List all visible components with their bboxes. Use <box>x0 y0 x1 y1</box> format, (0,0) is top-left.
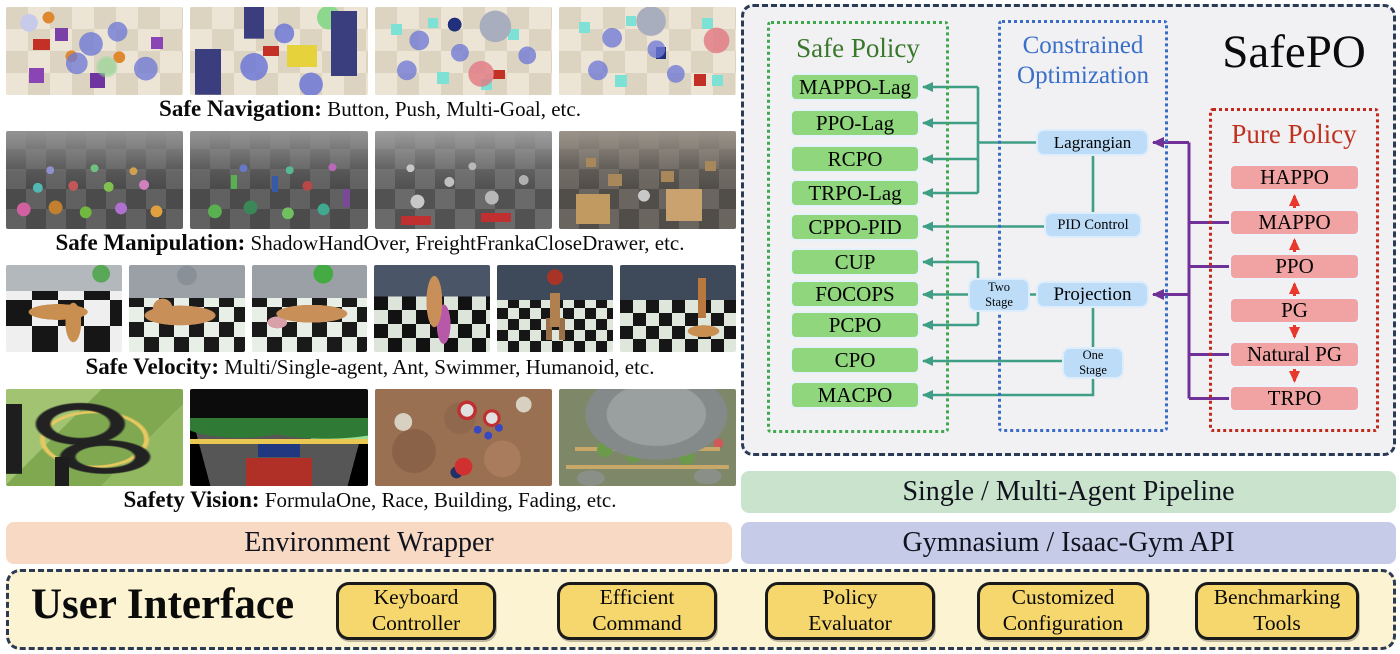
node-one-stage: One Stage <box>1062 347 1124 379</box>
safety-vision-env-image-2 <box>190 389 368 486</box>
safe-navigation-caption-label: Safe Navigation: <box>159 96 322 121</box>
safe-manipulation-image-row <box>6 131 736 229</box>
safe-velocity-image-row <box>6 265 736 352</box>
algo-box-happo: HAPPO <box>1229 164 1360 191</box>
safe-manipulation-env-image-3 <box>374 131 552 229</box>
safe-manipulation-env-image-4 <box>558 131 736 229</box>
algo-box-rcpo: RCPO <box>790 145 920 173</box>
safe-manipulation-env-image-1 <box>6 131 184 229</box>
algo-box-pg: PG <box>1229 297 1360 324</box>
algo-box-ppo: PPO <box>1229 253 1360 280</box>
node-pid-control: PID Control <box>1044 212 1142 238</box>
policy-evaluator-button[interactable]: Policy Evaluator <box>765 582 935 640</box>
safepo-architecture-diagram: Safe Policy Constrained Optimization Pur… <box>741 4 1396 456</box>
pipeline-bar: Single / Multi-Agent Pipeline <box>741 471 1396 513</box>
user-interface-panel: User Interface Keyboard Controller Effic… <box>6 569 1396 650</box>
keyboard-controller-button[interactable]: Keyboard Controller <box>336 582 496 640</box>
safe-velocity-caption: Safe Velocity: Multi/Single-agent, Ant, … <box>0 354 740 380</box>
customized-configuration-button[interactable]: Customized Configuration <box>977 582 1149 640</box>
node-lagrangian: Lagrangian <box>1036 129 1149 156</box>
safe-velocity-env-image-3 <box>251 265 368 352</box>
safe-policy-group-border <box>767 21 949 433</box>
constrained-optimization-title: Constrained Optimization <box>1017 32 1149 89</box>
safe-manipulation-caption: Safe Manipulation: ShadowHandOver, Freig… <box>0 230 740 256</box>
safety-vision-image-row <box>6 389 736 486</box>
safe-navigation-env-image-4 <box>558 7 736 95</box>
algo-box-cpo: CPO <box>790 346 920 374</box>
safe-navigation-env-image-2 <box>190 7 368 95</box>
safe-velocity-env-image-1 <box>6 265 122 352</box>
user-interface-title: User Interface <box>31 581 295 628</box>
node-projection: Projection <box>1036 281 1149 308</box>
safety-vision-caption: Safety Vision: FormulaOne, Race, Buildin… <box>0 487 740 513</box>
safety-vision-caption-label: Safety Vision: <box>123 487 260 512</box>
algo-box-mappo: MAPPO <box>1229 209 1360 236</box>
safe-navigation-caption: Safe Navigation: Button, Push, Multi-Goa… <box>0 96 740 122</box>
algo-box-natural-pg: Natural PG <box>1229 341 1360 368</box>
safepo-title: SafePO <box>1222 26 1366 78</box>
gym-api-bar: Gymnasium / Isaac-Gym API <box>741 522 1396 564</box>
safe-navigation-env-image-1 <box>6 7 184 95</box>
benchmarking-tools-button[interactable]: Benchmarking Tools <box>1195 582 1359 640</box>
algo-box-cppo-pid: CPPO-PID <box>790 213 920 241</box>
algo-box-macpo: MACPO <box>790 381 920 409</box>
algo-box-focops: FOCOPS <box>790 280 920 308</box>
efficient-command-button[interactable]: Efficient Command <box>557 582 717 640</box>
algo-box-trpo-lag: TRPO-Lag <box>790 179 920 207</box>
safe-velocity-env-image-4 <box>374 265 491 352</box>
safe-navigation-caption-desc: Button, Push, Multi-Goal, etc. <box>321 97 581 121</box>
safety-vision-caption-desc: FormulaOne, Race, Building, Fading, etc. <box>259 488 617 512</box>
constrained-optimization-group-border <box>998 20 1168 432</box>
safe-manipulation-caption-desc: ShadowHandOver, FreightFrankaCloseDrawer… <box>245 231 685 255</box>
safe-policy-title: Safe Policy <box>796 33 920 63</box>
safe-velocity-env-image-5 <box>497 265 614 352</box>
pure-policy-title: Pure Policy <box>1231 119 1357 149</box>
algo-box-ppo-lag: PPO-Lag <box>790 109 920 137</box>
safe-manipulation-env-image-2 <box>190 131 368 229</box>
safe-velocity-env-image-6 <box>620 265 736 352</box>
safe-navigation-image-row <box>6 7 736 95</box>
safe-velocity-caption-label: Safe Velocity: <box>85 354 220 379</box>
environment-wrapper-bar: Environment Wrapper <box>6 522 732 564</box>
safe-velocity-env-image-2 <box>128 265 245 352</box>
algo-box-mappo-lag: MAPPO-Lag <box>790 73 920 101</box>
pure-policy-group-border <box>1209 108 1379 432</box>
safety-vision-env-image-4 <box>558 389 736 486</box>
node-two-stage: Two Stage <box>968 278 1030 312</box>
safe-manipulation-caption-label: Safe Manipulation: <box>55 230 246 255</box>
algo-box-trpo: TRPO <box>1229 385 1360 412</box>
safety-vision-env-image-1 <box>6 389 184 486</box>
safety-vision-env-image-3 <box>374 389 552 486</box>
algo-box-cup: CUP <box>790 248 920 276</box>
safe-velocity-caption-desc: Multi/Single-agent, Ant, Swimmer, Humano… <box>219 355 655 379</box>
algo-box-pcpo: PCPO <box>790 311 920 339</box>
safe-navigation-env-image-3 <box>374 7 552 95</box>
